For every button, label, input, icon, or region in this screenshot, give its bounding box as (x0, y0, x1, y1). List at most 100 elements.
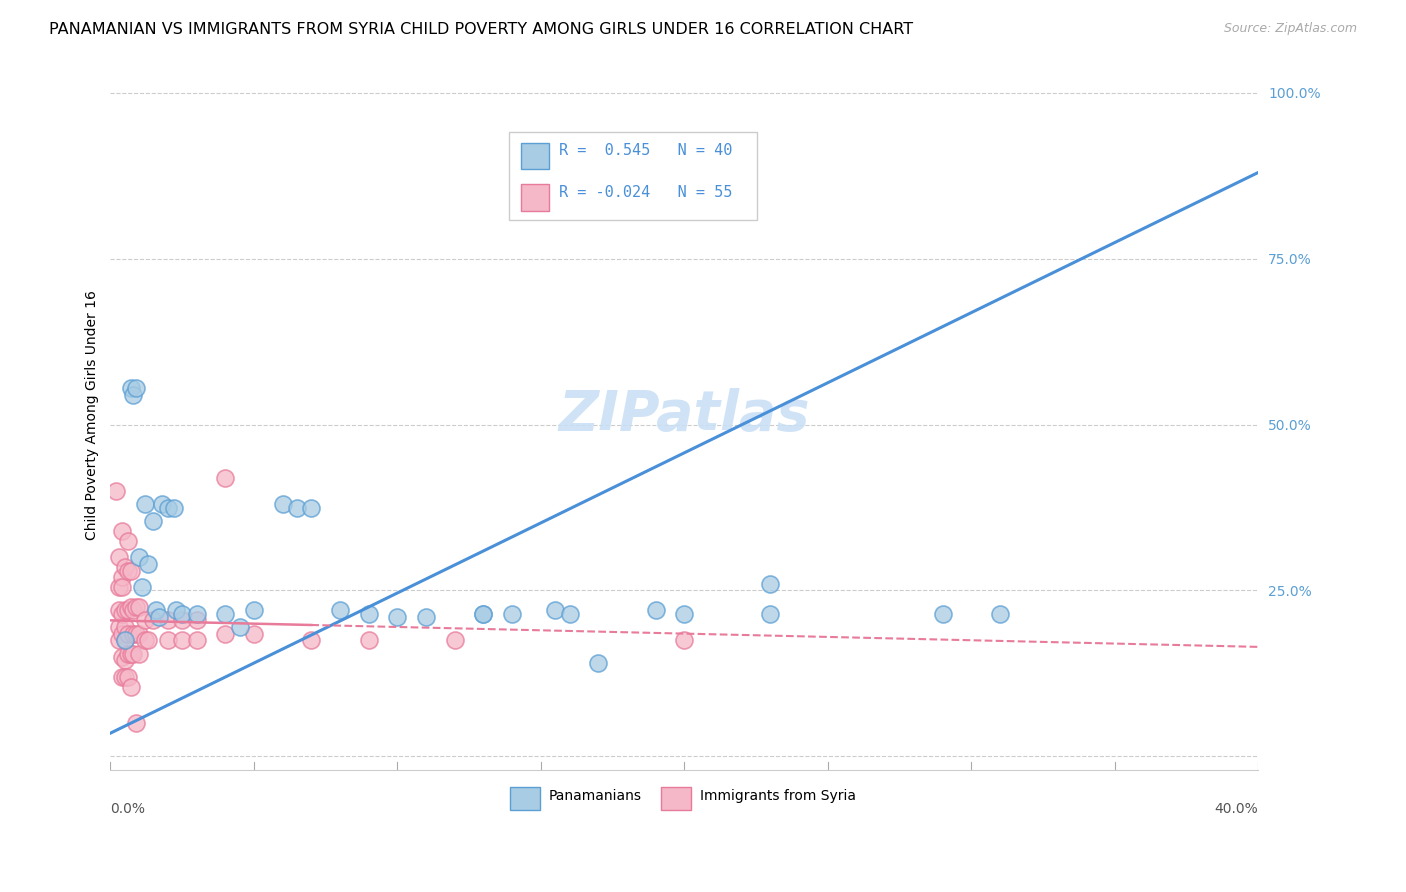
Point (186, 613, 208, 627)
Point (108, 633, 131, 648)
Point (156, 633, 179, 648)
Point (134, 633, 156, 648)
Point (114, 633, 136, 648)
Point (214, 471, 236, 485)
Point (165, 603, 187, 617)
Point (125, 381, 148, 395)
Point (214, 607, 236, 621)
Point (117, 603, 139, 617)
FancyBboxPatch shape (510, 788, 540, 810)
Point (128, 626, 150, 640)
Point (214, 626, 236, 640)
Point (114, 603, 136, 617)
Point (156, 500, 179, 515)
Point (128, 647, 150, 661)
Point (117, 647, 139, 661)
Point (108, 620, 131, 634)
Point (108, 603, 131, 617)
Point (114, 633, 136, 648)
Point (125, 716, 148, 731)
Point (616, 165, 638, 179)
Point (111, 670, 134, 684)
Point (172, 633, 194, 648)
Point (114, 653, 136, 667)
Point (142, 613, 165, 627)
Point (162, 500, 184, 515)
Point (145, 603, 167, 617)
Point (673, 633, 696, 648)
Point (122, 626, 145, 640)
Point (544, 603, 567, 617)
Point (122, 388, 145, 402)
Point (120, 680, 142, 694)
Point (501, 607, 523, 621)
Text: 0.0%: 0.0% (111, 802, 145, 815)
Point (759, 607, 782, 621)
Point (114, 670, 136, 684)
Text: R =  0.545   N = 40: R = 0.545 N = 40 (558, 144, 733, 159)
Point (128, 600, 150, 615)
Point (122, 603, 145, 617)
Point (299, 500, 322, 515)
Point (156, 613, 179, 627)
Point (443, 633, 465, 648)
Point (329, 603, 352, 617)
Point (759, 577, 782, 591)
Point (172, 607, 194, 621)
Point (136, 633, 159, 648)
Text: PANAMANIAN VS IMMIGRANTS FROM SYRIA CHILD POVERTY AMONG GIRLS UNDER 16 CORRELATI: PANAMANIAN VS IMMIGRANTS FROM SYRIA CHIL… (49, 22, 914, 37)
Point (120, 564, 142, 578)
Point (120, 600, 142, 615)
Point (285, 500, 308, 515)
Point (299, 633, 322, 648)
Point (128, 550, 150, 565)
Point (131, 580, 153, 594)
Point (142, 514, 165, 528)
Point (415, 610, 437, 624)
Text: Panamanians: Panamanians (548, 789, 643, 803)
Point (472, 607, 495, 621)
Point (387, 610, 409, 624)
Point (125, 600, 148, 615)
Point (117, 670, 139, 684)
Point (114, 620, 136, 634)
Point (243, 626, 266, 640)
Point (117, 626, 139, 640)
Point (357, 633, 380, 648)
Point (117, 564, 139, 578)
Point (136, 557, 159, 571)
Point (150, 497, 173, 511)
Point (588, 657, 610, 671)
Y-axis label: Child Poverty Among Girls Under 16: Child Poverty Among Girls Under 16 (86, 290, 100, 540)
Point (111, 580, 134, 594)
Point (931, 607, 953, 621)
Point (148, 610, 170, 624)
Point (111, 626, 134, 640)
Point (111, 570, 134, 584)
Text: R = -0.024   N = 55: R = -0.024 N = 55 (558, 185, 733, 200)
Point (114, 560, 136, 574)
Point (644, 603, 666, 617)
Point (105, 483, 128, 498)
Point (673, 607, 696, 621)
Point (111, 524, 134, 538)
Point (357, 607, 380, 621)
Point (472, 607, 495, 621)
Point (108, 580, 131, 594)
Point (172, 613, 194, 627)
Text: Source: ZipAtlas.com: Source: ZipAtlas.com (1223, 22, 1357, 36)
Point (134, 613, 156, 627)
Point (186, 633, 208, 648)
Point (117, 533, 139, 548)
Point (558, 607, 581, 621)
Text: Immigrants from Syria: Immigrants from Syria (700, 789, 856, 803)
Text: ZIPatlas: ZIPatlas (558, 388, 810, 442)
Point (988, 607, 1011, 621)
Point (111, 607, 134, 621)
Point (111, 649, 134, 664)
Point (243, 603, 266, 617)
Point (125, 626, 148, 640)
Point (134, 497, 156, 511)
Point (186, 607, 208, 621)
Point (122, 647, 145, 661)
